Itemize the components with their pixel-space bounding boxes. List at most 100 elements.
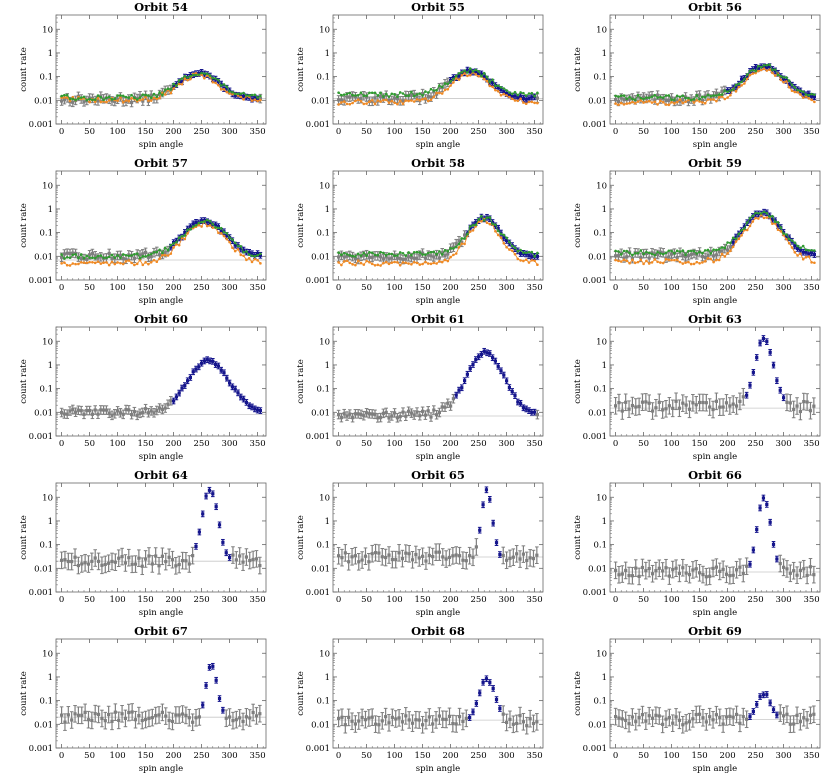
series-point <box>158 91 161 94</box>
data-point <box>457 239 461 243</box>
data-point <box>150 562 154 566</box>
series-point <box>253 257 257 261</box>
data-point <box>415 410 419 414</box>
series-point <box>259 98 262 102</box>
data-point <box>429 415 433 419</box>
data-point <box>381 411 385 415</box>
data-point <box>79 257 83 261</box>
data-point <box>160 554 164 558</box>
data-point <box>194 544 198 548</box>
series-point <box>370 262 374 266</box>
series-point <box>65 93 69 97</box>
x-tick-label: 50 <box>84 595 95 605</box>
series-point <box>130 93 133 97</box>
series-point <box>628 101 631 105</box>
data-point <box>155 408 159 413</box>
x-tick-label: 350 <box>803 439 819 449</box>
y-tick-label: 0.01 <box>34 408 53 418</box>
series-point <box>496 229 500 233</box>
series-point <box>376 94 380 97</box>
series-point <box>793 241 797 244</box>
series-point <box>801 90 805 94</box>
data-point <box>90 412 94 416</box>
plot-frame <box>332 14 544 125</box>
data-point <box>415 95 419 99</box>
series-point <box>499 232 503 236</box>
series-point <box>687 98 690 102</box>
series-point <box>754 71 757 75</box>
series-point <box>530 259 534 262</box>
data-point <box>96 256 100 260</box>
x-tick-label: 250 <box>193 595 209 605</box>
y-tick-label: 1 <box>602 205 607 215</box>
series-point <box>183 74 187 78</box>
series-point <box>93 98 97 101</box>
series-point <box>127 99 131 103</box>
data-point <box>233 387 237 391</box>
data-point <box>222 371 226 375</box>
data-point <box>363 554 368 558</box>
series-point <box>163 246 167 250</box>
series-point <box>147 99 150 102</box>
series-point <box>443 82 447 85</box>
series-point <box>452 81 455 84</box>
series-point <box>466 74 469 78</box>
series-point <box>432 89 436 92</box>
series-point <box>200 220 203 224</box>
series-point <box>513 246 517 250</box>
series-point <box>345 92 349 96</box>
series-point <box>740 228 743 232</box>
x-axis-label: spin angle <box>416 452 460 462</box>
data-point <box>808 409 813 413</box>
data-point <box>149 254 153 259</box>
data-point <box>437 410 441 415</box>
data-point <box>86 562 91 566</box>
plot-frame <box>55 482 267 593</box>
series-point <box>362 102 366 106</box>
series-point <box>631 97 634 101</box>
series-point <box>387 95 391 98</box>
series-point <box>415 261 419 265</box>
x-tick-label: 100 <box>109 439 125 449</box>
data-point <box>357 560 361 564</box>
data-point <box>812 404 816 408</box>
data-point <box>381 257 385 261</box>
x-tick-label: 250 <box>747 283 763 293</box>
series-point <box>147 253 150 257</box>
data-point <box>658 97 662 101</box>
data-point <box>805 400 809 404</box>
data-point <box>432 408 436 412</box>
series-point <box>438 91 441 95</box>
data-point <box>219 82 223 86</box>
data-point <box>653 252 657 256</box>
series-point <box>723 97 727 101</box>
data-point <box>728 245 732 249</box>
series-point <box>99 262 103 265</box>
y-tick-label: 10 <box>596 337 607 347</box>
series-point <box>370 91 374 95</box>
series-point <box>645 259 648 263</box>
series-point <box>116 254 119 257</box>
data-point <box>412 93 416 97</box>
series-point <box>734 237 738 241</box>
series-point <box>217 231 220 235</box>
series-point <box>510 92 514 96</box>
series-point <box>650 101 654 104</box>
data-point <box>426 409 430 413</box>
data-point <box>677 406 682 410</box>
data-point <box>496 364 500 368</box>
series-point <box>675 100 679 104</box>
series-point <box>471 229 475 232</box>
series-point <box>675 94 679 98</box>
data-point <box>787 82 791 86</box>
y-axis-label: count rate <box>19 515 29 560</box>
series-point <box>510 249 514 252</box>
series-point <box>373 102 377 106</box>
series-point <box>633 101 637 105</box>
chart-title: Orbit 58 <box>411 156 465 170</box>
series-point <box>494 84 497 88</box>
series-point <box>219 232 223 235</box>
data-point <box>418 414 422 418</box>
series-point <box>225 237 229 241</box>
data-point <box>407 255 411 259</box>
